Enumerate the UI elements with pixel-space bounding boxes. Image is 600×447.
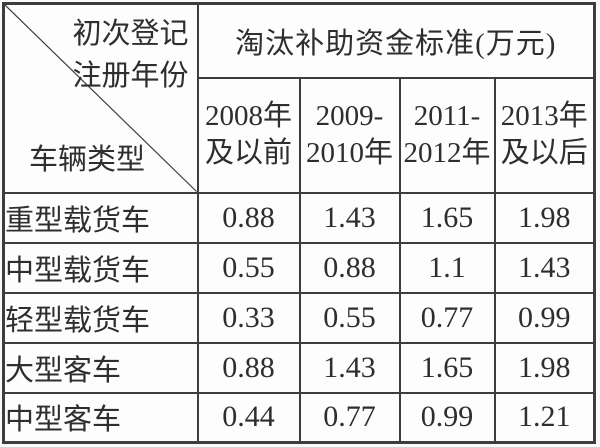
subsidy-value: 0.99 (493, 291, 596, 344)
subsidy-value: 0.88 (196, 191, 301, 244)
vehicle-type-label: 中型载货车 (2, 241, 199, 294)
subsidy-value: 0.55 (196, 241, 301, 294)
year-header-line: 及以前 (204, 137, 292, 169)
subsidy-value: 1.98 (493, 191, 596, 244)
table-row: 重型载货车 0.88 1.43 1.65 1.98 (2, 191, 596, 244)
subsidy-value: 0.77 (298, 391, 401, 444)
corner-top-label: 初次登记 注册年份 (72, 13, 188, 97)
subsidy-value: 0.55 (298, 291, 401, 344)
vehicle-type-label: 大型客车 (2, 341, 199, 394)
vehicle-type-label: 重型载货车 (2, 191, 199, 244)
year-header-line: 2008年 (204, 100, 292, 132)
year-header-line: 2009- (315, 100, 384, 132)
diagonal-divider (5, 5, 197, 192)
year-header-line: 2010年 (305, 137, 393, 169)
corner-header-cell: 初次登记 注册年份 车辆类型 (2, 2, 199, 194)
vehicle-type-label: 中型客车 (2, 391, 199, 444)
subsidy-value: 1.1 (398, 241, 496, 294)
subsidy-value: 1.98 (493, 341, 596, 394)
year-header-line: 2011- (413, 100, 481, 132)
year-header-line: 2013年 (500, 100, 588, 132)
year-header-2011-2012: 2011- 2012年 (398, 76, 496, 194)
table-row: 中型客车 0.44 0.77 0.99 1.21 (2, 391, 596, 444)
vehicle-type-label: 轻型载货车 (2, 291, 199, 344)
subsidy-value: 1.43 (298, 341, 401, 394)
subsidy-value: 0.33 (196, 291, 301, 344)
year-header-2013: 2013年 及以后 (493, 76, 596, 194)
subsidy-value: 0.44 (196, 391, 301, 444)
table-title-cell: 淘汰补助资金标准(万元) (196, 2, 596, 79)
corner-bottom-label: 车辆类型 (29, 143, 146, 176)
year-header-2009-2010: 2009- 2010年 (298, 76, 401, 194)
corner-top-line2: 注册年份 (72, 60, 189, 92)
subsidy-value: 0.99 (398, 391, 496, 444)
subsidy-value: 1.65 (398, 341, 496, 394)
year-header-2008: 2008年 及以前 (196, 76, 301, 194)
subsidy-value: 0.88 (298, 241, 401, 294)
subsidy-value: 1.21 (493, 391, 596, 444)
subsidy-value: 1.43 (493, 241, 596, 294)
subsidy-value: 1.65 (398, 191, 496, 244)
table-row: 中型载货车 0.55 0.88 1.1 1.43 (2, 241, 596, 294)
year-header-line: 2012年 (403, 137, 491, 169)
subsidy-value: 1.43 (298, 191, 401, 244)
table-row: 大型客车 0.88 1.43 1.65 1.98 (2, 341, 596, 394)
table-row: 轻型载货车 0.33 0.55 0.77 0.99 (2, 291, 596, 344)
year-header-line: 及以后 (500, 137, 588, 169)
subsidy-value: 0.77 (398, 291, 496, 344)
corner-top-line1: 初次登记 (72, 18, 189, 50)
subsidy-value: 0.88 (196, 341, 301, 394)
